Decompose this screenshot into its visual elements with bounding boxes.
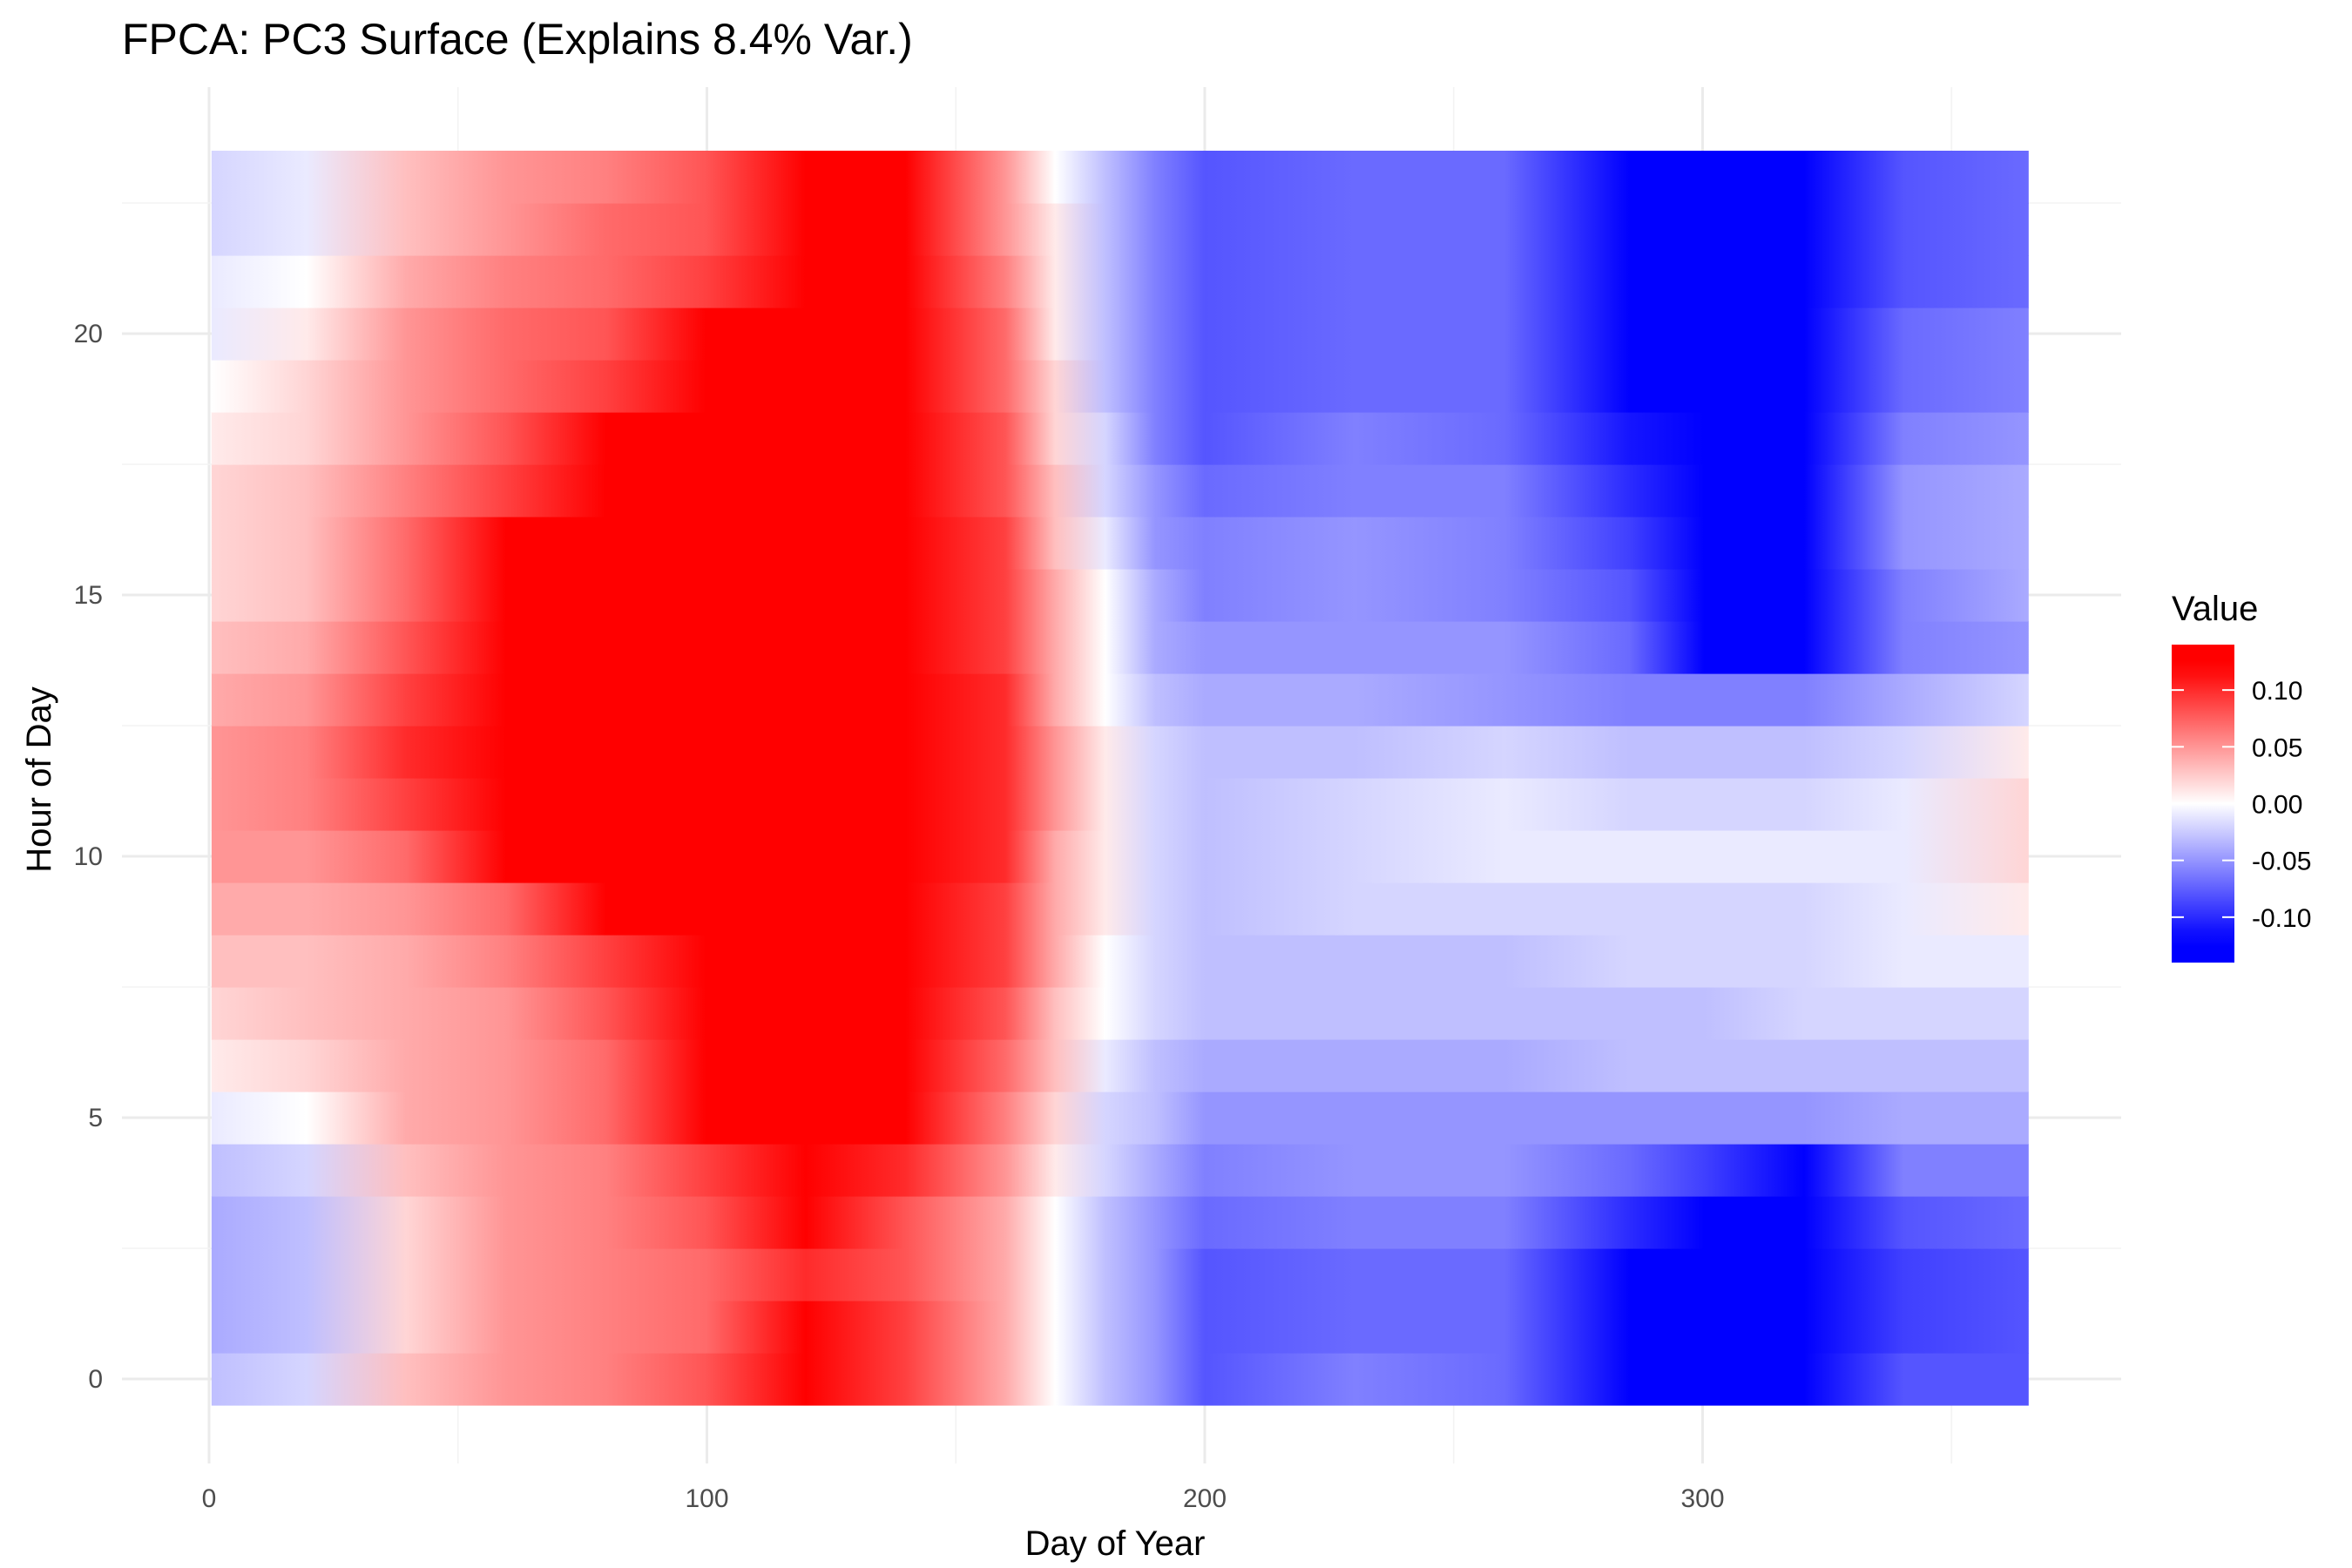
heatmap-row-hour-22 [211, 203, 2029, 256]
legend: Value 0.10 0.05 0.00 -0.05 -0.10 [2172, 590, 2311, 963]
heatmap-row-hour-20 [211, 308, 2029, 361]
legend-tick-label: -0.10 [2252, 904, 2311, 933]
y-tick-label: 5 [88, 1104, 103, 1132]
heatmap-row-hour-9 [211, 882, 2029, 936]
y-tick-label: 0 [88, 1365, 103, 1394]
x-axis-ticks: 0 100 200 300 [202, 1484, 1725, 1513]
legend-tick-label: 0.05 [2252, 733, 2302, 762]
y-axis-ticks: 0 5 10 15 20 [74, 320, 103, 1394]
heatmap-row-hour-18 [211, 412, 2029, 465]
x-axis-title: Day of Year [1025, 1524, 1206, 1563]
heatmap-row-hour-16 [211, 517, 2029, 570]
heatmap-row-hour-4 [211, 1144, 2029, 1197]
x-tick-label: 300 [1680, 1484, 1724, 1513]
heatmap-row-hour-15 [211, 569, 2029, 622]
chart-title: FPCA: PC3 Surface (Explains 8.4% Var.) [122, 15, 913, 64]
heatmap-row-hour-5 [211, 1092, 2029, 1145]
heatmap-row-hour-8 [211, 935, 2029, 988]
legend-title: Value [2172, 590, 2258, 628]
heatmap-row-hour-21 [211, 255, 2029, 308]
x-tick-label: 100 [685, 1484, 728, 1513]
x-tick-label: 0 [202, 1484, 217, 1513]
x-tick-label: 200 [1183, 1484, 1227, 1513]
heatmap-row-hour-2 [211, 1248, 2029, 1301]
heatmap-row-hour-6 [211, 1039, 2029, 1092]
heatmap-row-hour-1 [211, 1301, 2029, 1354]
heatmap-row-hour-3 [211, 1196, 2029, 1249]
heatmap-row-hour-7 [211, 987, 2029, 1040]
legend-tick-label: -0.05 [2252, 848, 2311, 876]
legend-ticks: 0.10 0.05 0.00 -0.05 -0.10 [2172, 677, 2311, 933]
y-tick-label: 10 [74, 842, 103, 871]
legend-tick-label: 0.10 [2252, 677, 2302, 706]
y-tick-label: 15 [74, 581, 103, 610]
heatmap-row-hour-23 [211, 151, 2029, 204]
heatmap-row-hour-10 [211, 830, 2029, 883]
heatmap-row-hour-11 [211, 778, 2029, 831]
y-axis-title: Hour of Day [20, 686, 58, 872]
heatmap-row-hour-13 [211, 673, 2029, 727]
heatmap-cells [211, 151, 2029, 1406]
heatmap-row-hour-17 [211, 464, 2029, 517]
heatmap-row-hour-0 [211, 1353, 2029, 1406]
legend-tick-label: 0.00 [2252, 791, 2302, 820]
heatmap-row-hour-12 [211, 726, 2029, 779]
y-tick-label: 20 [74, 320, 103, 348]
heatmap-row-hour-14 [211, 621, 2029, 674]
heatmap-row-hour-19 [211, 360, 2029, 413]
